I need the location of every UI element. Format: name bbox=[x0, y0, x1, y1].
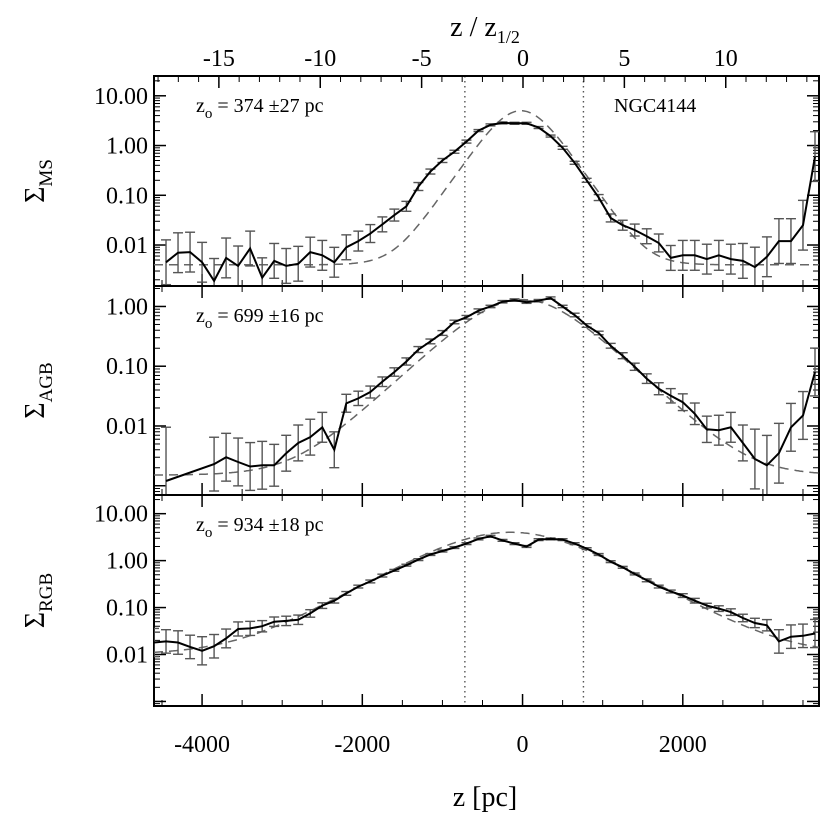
plot-layer: -15 -10 -5 0 5 10 -4000 -2000 0 2000 0.01 0.10 1.00 1… bbox=[20, 46, 820, 758]
y-axis-title: ΣRGB bbox=[20, 573, 57, 628]
y-tick-label: 1.00 bbox=[106, 294, 148, 320]
scale-height-annotation: zo = 699 ±16 pc bbox=[196, 305, 324, 332]
y-tick-label: 0.01 bbox=[106, 643, 148, 669]
top-axis-title-sub: 1/2 bbox=[497, 27, 520, 47]
panel-agb: 0.01 0.10 1.00 ΣAGB zo = 699 ±16 pc bbox=[20, 285, 820, 496]
top-axis-title-main: z / z bbox=[450, 12, 497, 43]
x-axis-tick-label: -2000 bbox=[334, 732, 390, 758]
annotation-subscript: o bbox=[205, 316, 213, 332]
y-tick-label: 0.10 bbox=[106, 354, 148, 380]
x-axis-tick-label: 2000 bbox=[659, 732, 707, 758]
annotation-z: z bbox=[196, 95, 205, 117]
top-axis-tick-label: -10 bbox=[304, 46, 336, 72]
y-axis-title-subscript: RGB bbox=[36, 573, 57, 612]
x-axis-tick-label: 0 bbox=[517, 732, 529, 758]
top-axis-tick-label: 10 bbox=[714, 46, 738, 72]
top-axis-tick-label: 5 bbox=[618, 46, 630, 72]
annotation-value: = 699 ±16 pc bbox=[212, 305, 323, 327]
x-axis-title: z [pc] bbox=[453, 782, 518, 813]
model-fit-curve bbox=[154, 298, 819, 476]
annotation-subscript: o bbox=[205, 106, 213, 122]
scale-height-annotation: zo = 374 ±27 pc bbox=[196, 95, 324, 122]
annotation-z: z bbox=[196, 514, 205, 536]
y-tick-label: 1.00 bbox=[106, 134, 148, 160]
y-axis-title-subscript: MS bbox=[36, 159, 57, 186]
top-axis-tick-label: -15 bbox=[203, 46, 235, 72]
y-axis-title-symbol: Σ bbox=[20, 402, 51, 418]
y-axis-title: ΣMS bbox=[20, 159, 57, 203]
y-tick-label: 0.01 bbox=[106, 414, 148, 440]
model-fit-curve bbox=[154, 110, 819, 266]
top-axis-tick-label: -5 bbox=[412, 46, 432, 72]
scale-height-annotation: zo = 934 ±18 pc bbox=[196, 514, 324, 541]
x-axis-tick-label: -4000 bbox=[174, 732, 230, 758]
y-tick-label: 1.00 bbox=[106, 549, 148, 575]
annotation-value: = 374 ±27 pc bbox=[212, 95, 323, 117]
panel-frame bbox=[153, 494, 820, 707]
y-axis-title: ΣAGB bbox=[20, 362, 57, 418]
annotation-subscript: o bbox=[205, 525, 213, 541]
y-axis-title-symbol: Σ bbox=[20, 612, 51, 628]
y-tick-label: 0.10 bbox=[106, 183, 148, 209]
data-line bbox=[154, 535, 816, 652]
annotation-z: z bbox=[196, 305, 205, 327]
model-fit-curve bbox=[154, 531, 819, 654]
data-line bbox=[165, 297, 816, 482]
y-tick-label: 0.01 bbox=[106, 233, 148, 259]
top-axis-title: z / z1/2 bbox=[450, 12, 520, 47]
y-tick-label: 0.10 bbox=[106, 596, 148, 622]
annotation-value: = 934 ±18 pc bbox=[212, 514, 323, 536]
y-tick-label: 10.00 bbox=[94, 502, 148, 528]
y-axis-title-symbol: Σ bbox=[20, 187, 51, 203]
y-tick-label: 10.00 bbox=[94, 84, 148, 110]
top-axis-tick-label: 0 bbox=[517, 46, 529, 72]
y-axis-title-subscript: AGB bbox=[36, 362, 57, 402]
panel-rgb: 0.01 0.10 1.00 10.00 ΣRGB zo = 934 ±18 pc bbox=[20, 494, 820, 707]
data-line bbox=[165, 121, 816, 283]
galaxy-name-label: NGC4144 bbox=[614, 95, 696, 117]
error-bar bbox=[154, 627, 159, 658]
panel-ms: 0.01 0.10 1.00 10.00 ΣMS zo = 374 ±27 pc bbox=[20, 75, 820, 287]
